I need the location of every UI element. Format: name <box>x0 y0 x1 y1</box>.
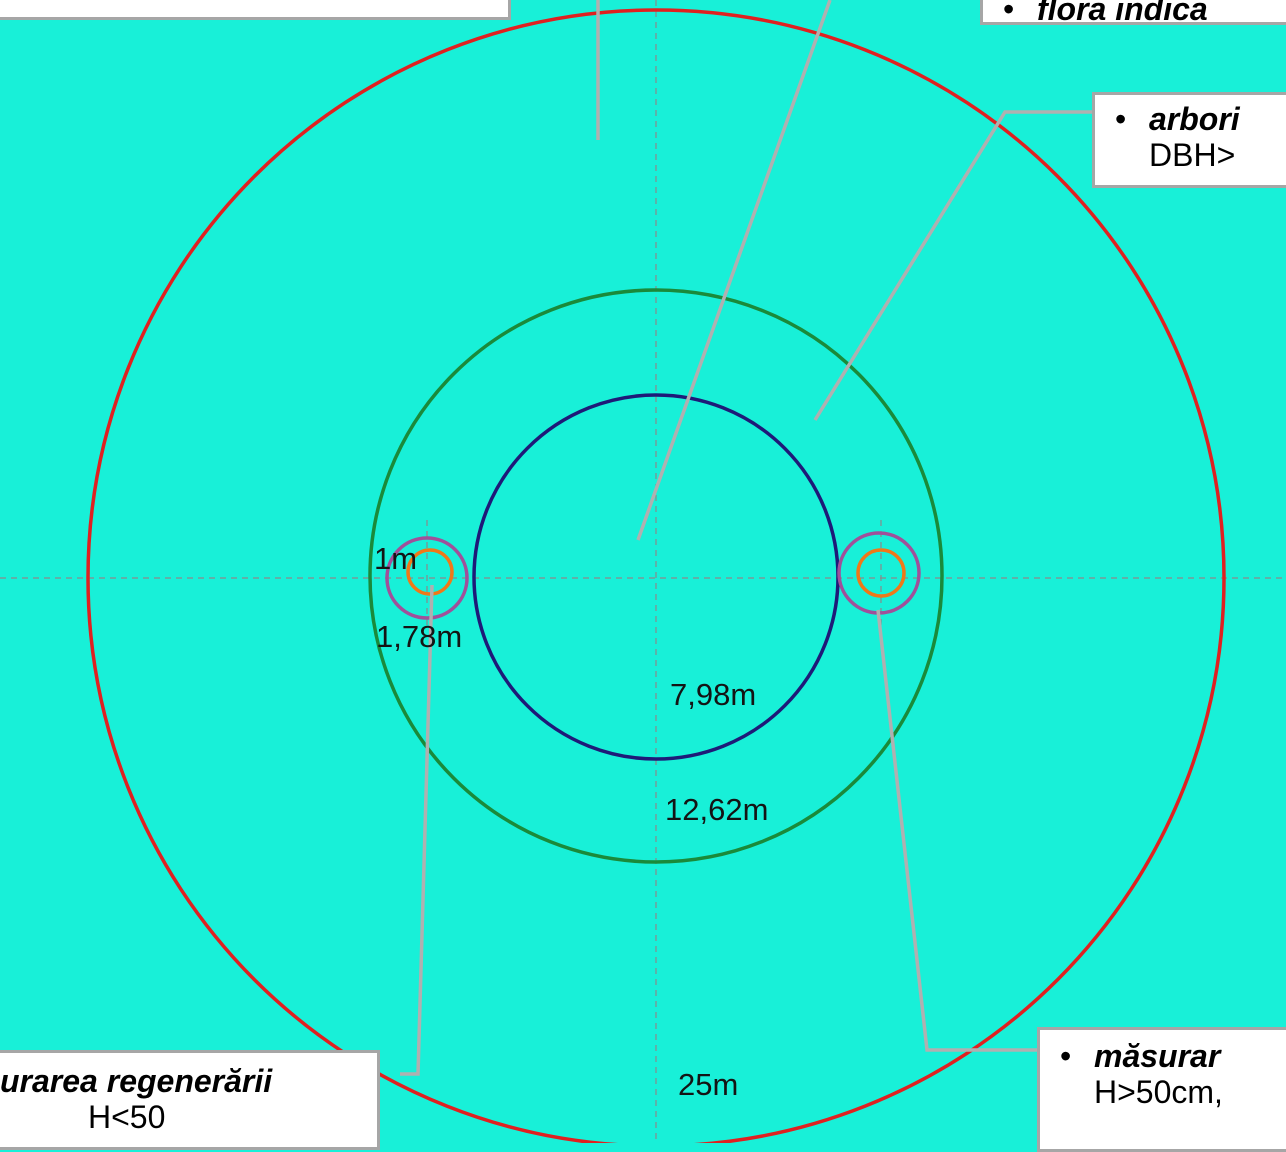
leader-line-right-regeneration <box>876 609 1040 1052</box>
circle-12-62m <box>368 288 944 864</box>
callout-flora-text: flora indica <box>1037 0 1208 25</box>
label-1m: 1m <box>374 541 417 576</box>
circle-25m <box>86 8 1226 1143</box>
callout-trees-title: arbori <box>1149 101 1240 137</box>
label-12-62m: 12,62m <box>665 792 768 827</box>
callout-regeneration-left-title: urarea regenerării <box>0 1063 273 1099</box>
right-circle-1-78m <box>837 531 921 615</box>
leader-line-trees <box>813 110 1095 421</box>
leader-line-left-regeneration <box>400 584 434 1076</box>
left-circle-1-78m <box>385 536 469 620</box>
callout-regeneration-right-line2: H>50cm, <box>1094 1074 1223 1110</box>
callout-trees-line2: DBH> <box>1149 137 1236 173</box>
bullet: • <box>1115 101 1127 137</box>
callout-top-left <box>0 0 511 20</box>
callout-regeneration-left-line2: H<50 <box>88 1099 166 1135</box>
callout-regeneration-right-title: măsurar <box>1094 1038 1221 1074</box>
callout-regeneration-left: urarea regenerării H<50 <box>0 1050 380 1150</box>
label-1-78m: 1,78m <box>376 619 462 654</box>
leader-line-center <box>636 0 832 541</box>
callout-trees: • arbori DBH> <box>1092 92 1286 188</box>
label-7-98m: 7,98m <box>670 677 756 712</box>
bullet: • <box>1060 1038 1072 1074</box>
right-circle-1m <box>856 548 906 598</box>
callout-regeneration-right: • măsurar H>50cm, <box>1037 1027 1286 1152</box>
callout-flora: • flora indica <box>980 0 1286 25</box>
label-25m: 25m <box>678 1067 738 1102</box>
bullet: • <box>1003 0 1015 25</box>
